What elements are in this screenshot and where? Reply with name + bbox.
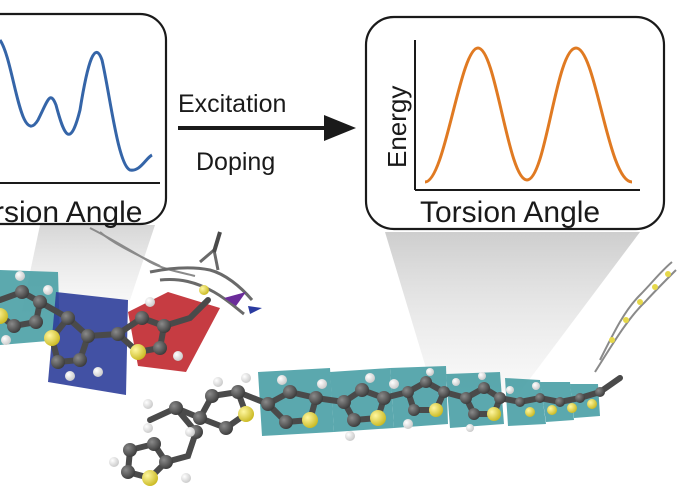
left-energy-panel: rsion Angle — [0, 12, 168, 229]
twisted-backbone-thin-upper-left — [89, 227, 196, 277]
transition-arrow-head — [324, 115, 356, 141]
left-panel-xlabel: rsion Angle — [0, 196, 142, 229]
twisted-fragment-accents — [212, 231, 262, 314]
right-energy-panel: Energy Torsion Angle — [364, 15, 666, 231]
right-spotlight-beam — [385, 232, 640, 392]
hydrogen-atoms — [1, 271, 540, 483]
twisted-backbone-thin-right — [594, 261, 677, 373]
right-ring-panels — [258, 366, 600, 436]
arrow-top-label: Excitation — [178, 90, 286, 118]
right-energy-curve — [424, 46, 633, 184]
right-panel-xlabel: Torsion Angle — [420, 196, 600, 229]
transition-arrow-group: Excitation Doping — [178, 90, 356, 176]
left-panel-frame — [0, 12, 168, 226]
arrow-bottom-label: Doping — [196, 148, 275, 176]
carbon-atoms — [7, 285, 605, 479]
right-panel-ylabel: Energy — [382, 86, 412, 168]
backbone-sulfur-dots-right — [609, 271, 671, 343]
sulfur-atoms — [0, 285, 597, 486]
left-energy-curve — [0, 39, 153, 172]
